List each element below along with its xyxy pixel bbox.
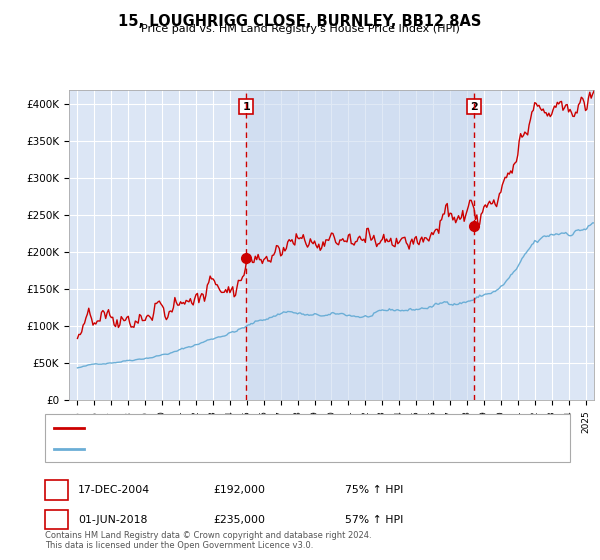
Text: £235,000: £235,000 bbox=[213, 515, 265, 525]
Text: 1: 1 bbox=[52, 483, 61, 497]
Text: 15, LOUGHRIGG CLOSE, BURNLEY, BB12 8AS (detached house): 15, LOUGHRIGG CLOSE, BURNLEY, BB12 8AS (… bbox=[90, 423, 404, 433]
Bar bbox=[246, 90, 474, 400]
Text: £192,000: £192,000 bbox=[213, 485, 265, 495]
Text: 2: 2 bbox=[52, 513, 61, 526]
Text: Contains HM Land Registry data © Crown copyright and database right 2024.
This d: Contains HM Land Registry data © Crown c… bbox=[45, 530, 371, 550]
Text: 75% ↑ HPI: 75% ↑ HPI bbox=[345, 485, 403, 495]
Text: 01-JUN-2018: 01-JUN-2018 bbox=[78, 515, 148, 525]
Text: Price paid vs. HM Land Registry's House Price Index (HPI): Price paid vs. HM Land Registry's House … bbox=[140, 24, 460, 34]
Text: 2: 2 bbox=[470, 102, 478, 111]
Text: 15, LOUGHRIGG CLOSE, BURNLEY, BB12 8AS: 15, LOUGHRIGG CLOSE, BURNLEY, BB12 8AS bbox=[118, 14, 482, 29]
Text: 17-DEC-2004: 17-DEC-2004 bbox=[78, 485, 150, 495]
Text: 1: 1 bbox=[242, 102, 250, 111]
Text: 57% ↑ HPI: 57% ↑ HPI bbox=[345, 515, 403, 525]
Text: HPI: Average price, detached house, Burnley: HPI: Average price, detached house, Burn… bbox=[90, 444, 313, 454]
